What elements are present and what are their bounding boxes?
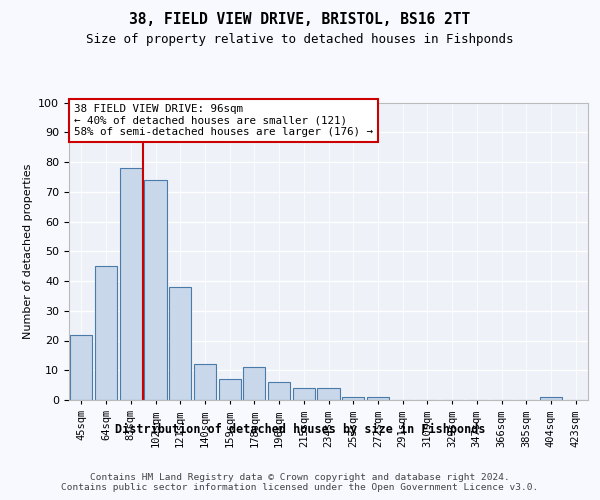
Bar xyxy=(293,388,315,400)
Bar xyxy=(119,168,142,400)
Text: 38, FIELD VIEW DRIVE, BRISTOL, BS16 2TT: 38, FIELD VIEW DRIVE, BRISTOL, BS16 2TT xyxy=(130,12,470,28)
Bar xyxy=(342,397,364,400)
Text: 38 FIELD VIEW DRIVE: 96sqm
← 40% of detached houses are smaller (121)
58% of sem: 38 FIELD VIEW DRIVE: 96sqm ← 40% of deta… xyxy=(74,104,373,137)
Text: Contains HM Land Registry data © Crown copyright and database right 2024.
Contai: Contains HM Land Registry data © Crown c… xyxy=(61,472,539,492)
Text: Size of property relative to detached houses in Fishponds: Size of property relative to detached ho… xyxy=(86,32,514,46)
Text: Distribution of detached houses by size in Fishponds: Distribution of detached houses by size … xyxy=(115,422,485,436)
Y-axis label: Number of detached properties: Number of detached properties xyxy=(23,164,33,339)
Bar xyxy=(540,397,562,400)
Bar xyxy=(317,388,340,400)
Bar xyxy=(95,266,117,400)
Bar xyxy=(194,364,216,400)
Bar xyxy=(169,287,191,400)
Bar xyxy=(268,382,290,400)
Bar xyxy=(243,368,265,400)
Bar xyxy=(70,334,92,400)
Bar xyxy=(367,397,389,400)
Bar xyxy=(218,379,241,400)
Bar xyxy=(145,180,167,400)
